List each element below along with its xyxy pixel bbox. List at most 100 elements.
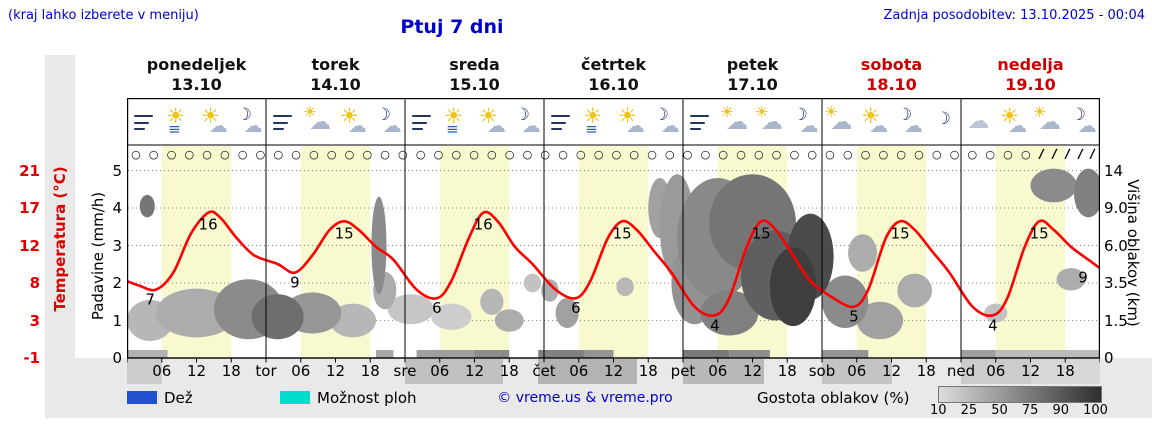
time-label: 12 [881,362,902,380]
temp-value-label: 15 [752,224,771,242]
day-abbr-label: pet [670,362,696,380]
no-precip-circle-icon: ○ [540,148,551,161]
chart-frame [127,98,1100,363]
no-precip-circle-icon: ○ [825,148,835,161]
temperature-curve [128,210,1099,317]
day-icons-nedelja: ☁ ☀ ☁ ☀ ☁ ☽ ☁ [961,100,1100,145]
cloud-density-gradient-bar [938,386,1102,403]
time-label: 12 [742,362,763,380]
temp-value-label: 5 [849,308,859,326]
time-label: 18 [777,362,797,380]
cloud-moon-icon: ☽ ☁ [1070,104,1097,137]
cloud-sun-icon: ☀ ☁ [754,102,783,135]
precip-tick-value: 0 [112,349,122,367]
no-precip-circle-icon: ○ [1003,148,1013,161]
no-precip-circle-icon: ○ [576,148,586,161]
sun-fog-icon: ☀ ≡ [583,103,602,138]
temp-value-label: 9 [290,274,300,292]
temp-tick-value: -1 [23,349,40,367]
day-abbr-label: čet [532,362,556,380]
no-precip-circle-icon: ○ [469,148,479,161]
temp-value-label: 15 [1030,224,1049,242]
sun-cloud-icon: ☀ ☁ [861,103,889,137]
no-precip-circle-icon: ○ [504,148,515,161]
showers-legend-swatch [280,391,310,404]
sun-cloud-icon: ☀ ☁ [478,103,506,137]
day-name: sreda [449,55,500,74]
temp-tick-value: 12 [19,236,40,255]
wind-flag-icon [266,100,301,145]
no-precip-circle-icon: ○ [718,148,728,161]
no-precip-circle-icon: ○ [184,148,195,161]
day-date: 16.10 [588,75,639,94]
day-icons-sreda: ☀ ≡ ☀ ☁ ☽ ☁ [405,100,544,145]
time-label: 18 [221,362,241,380]
time-label: 06 [152,362,172,380]
temp-tick-value: 17 [19,199,40,217]
day-name: četrtek [580,55,646,74]
density-tick-value: 75 [1021,403,1039,418]
density-tick-value: 50 [991,403,1008,418]
cloud-moon-icon: ☽ ☁ [653,104,680,137]
temp-value-label: 15 [335,224,354,242]
day-header-ponedeljek: ponedeljek 13.10 [127,55,266,97]
day-name: sobota [860,55,923,74]
no-precip-circle-icon: ○ [842,148,853,161]
day-icons-sobota: ☀ ☁ ☀ ☁ ☽ ☁ ☽ [822,100,961,145]
temp-tick-value: 3 [29,311,40,330]
cloud-height-axis-ticks: 14 9.0 6.0 3.5 1.5 0 [1104,0,1150,443]
day-date: 14.10 [310,75,361,94]
temp-value-label: 6 [432,299,442,317]
temperature-axis-label: Temperatura (°C) [51,166,69,312]
cloud-tick-value: 3.5 [1104,274,1128,292]
rain-slash-icon: / [1076,146,1084,163]
no-precip-circle-icon: ○ [166,148,177,161]
cloud-moon-icon: ☽ ☁ [514,104,541,137]
temp-value-label: 4 [710,316,720,334]
no-precip-circle-icon: ○ [220,148,230,161]
no-precip-circle-icon: ○ [949,148,960,161]
temp-value-label: 16 [474,216,493,234]
temp-value-label: 9 [1078,268,1088,286]
showers-legend-label: Možnost ploh [317,389,417,407]
day-header-torek: torek 14.10 [266,55,405,97]
rain-legend-swatch [127,391,157,404]
no-precip-circle-icon: ○ [985,148,995,161]
precip-tick-value: 5 [112,161,122,180]
temp-value-label: 15 [891,224,910,242]
no-precip-circle-icon: ○ [433,148,444,161]
day-headers-row: ponedeljek 13.10 torek 14.10 sreda 15.10 četrt… [127,55,1100,97]
no-precip-circle-icon: ○ [291,148,301,161]
location-menu-hint[interactable]: (kraj lahko izberete v meniju) [8,8,199,23]
temp-tick-value: 21 [19,161,40,180]
no-precip-circle-icon: ○ [700,148,711,161]
density-tick-value: 100 [1083,403,1108,418]
no-precip-circle-icon: ○ [736,148,746,161]
temperature-axis-ticks: 21 17 12 8 3 -1 [0,0,40,443]
no-precip-circle-icon: ○ [487,148,497,161]
time-label: 18 [360,362,380,380]
cloud-sun-icon: ☀ ☁ [303,102,332,135]
time-label: 18 [638,362,658,380]
day-header-sobota: sobota 18.10 [822,55,961,97]
day-abbr-label: sre [393,362,417,380]
no-precip-circle-icon: ○ [148,148,159,161]
day-date: 17.10 [727,75,778,94]
day-abbr-label: tor [255,362,277,380]
cloud-moon-icon: ☽ ☁ [896,104,923,137]
no-precip-circle-icon: ○ [1020,148,1031,161]
time-label: 12 [325,362,346,380]
axis-cloud-shade-segment [127,359,162,384]
time-label: 18 [1055,362,1075,380]
no-precip-circle-icon: ○ [558,148,568,161]
credit-link[interactable]: © vreme.us & vreme.pro [497,390,673,406]
day-header-nedelja: nedelja 19.10 [961,55,1100,97]
no-precip-circle-icon: ○ [771,148,782,161]
no-precip-circle-icon: ○ [682,148,693,161]
cloud-density-layer [128,168,1099,342]
no-precip-circle-icon: ○ [398,148,408,161]
rain-slash-icon: / [1037,146,1045,163]
time-label: 06 [291,362,311,380]
rain-slash-icon: / [1050,146,1058,163]
